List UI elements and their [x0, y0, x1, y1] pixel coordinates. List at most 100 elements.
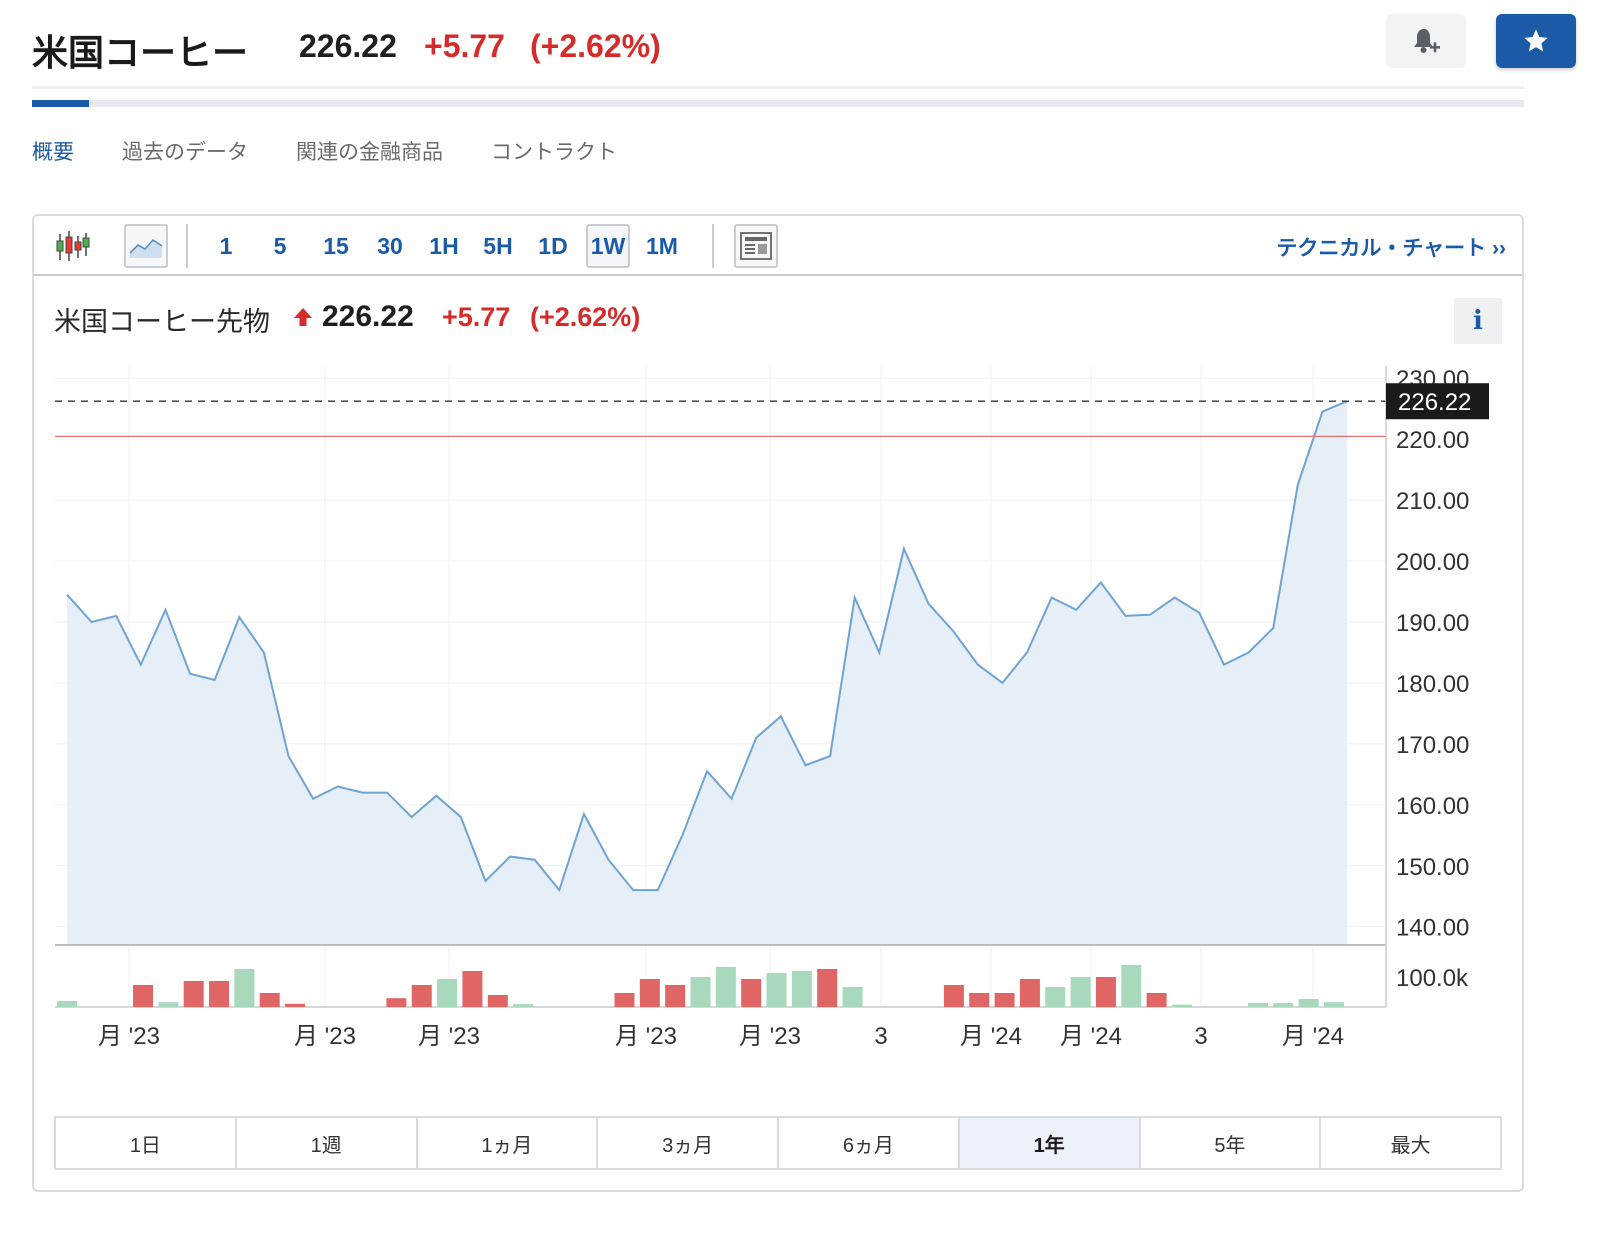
- price-chart[interactable]: Investing.com230.00220.00210.00200.00190…: [34, 216, 1522, 1096]
- x-tick-label: 月 '23: [739, 1023, 801, 1050]
- y-tick-label: 180.00: [1396, 671, 1469, 698]
- interval-5[interactable]: 5: [273, 232, 287, 259]
- volume-bar: [209, 981, 230, 1007]
- range-5y[interactable]: 5年: [1141, 1118, 1322, 1168]
- star-icon: [1524, 29, 1548, 52]
- chart-instrument-name: 米国コーヒー先物: [54, 307, 270, 337]
- technical-chart-link[interactable]: テクニカル・チャート ››: [1276, 237, 1506, 260]
- tab-overview[interactable]: 概要: [32, 141, 74, 164]
- range-6m[interactable]: 6ヵ月: [779, 1118, 960, 1168]
- x-tick-label: 3: [874, 1023, 887, 1050]
- volume-bar: [234, 969, 255, 1007]
- volume-bar: [715, 967, 736, 1007]
- volume-bar: [791, 971, 812, 1007]
- interval-1w[interactable]: 1W: [586, 224, 630, 268]
- add-alert-button[interactable]: [1386, 14, 1466, 68]
- volume-bar: [386, 998, 407, 1007]
- volume-bar: [994, 993, 1015, 1007]
- add-to-watchlist-button[interactable]: [1496, 14, 1576, 68]
- range-1m[interactable]: 1ヵ月: [418, 1118, 599, 1168]
- y-tick-label: 190.00: [1396, 610, 1469, 637]
- bell-plus-icon: [1414, 29, 1440, 53]
- volume-bar: [969, 993, 990, 1007]
- volume-bar: [1095, 977, 1116, 1007]
- volume-bar: [1247, 1003, 1268, 1007]
- volume-bar: [1298, 999, 1319, 1007]
- range-1d[interactable]: 1日: [56, 1118, 237, 1168]
- x-tick-label: 月 '23: [98, 1023, 160, 1050]
- tab-related-instruments[interactable]: 関連の金融商品: [296, 141, 443, 164]
- y-tick-label: 140.00: [1396, 915, 1469, 942]
- time-range-selector: 1日 1週 1ヵ月 3ヵ月 6ヵ月 1年 5年 最大: [54, 1116, 1502, 1170]
- scroll-progress-fill: [32, 100, 89, 107]
- interval-15[interactable]: 15: [323, 232, 349, 259]
- volume-bar: [690, 977, 711, 1007]
- scroll-progress: [32, 100, 1524, 107]
- range-max[interactable]: 最大: [1390, 1134, 1431, 1157]
- x-tick-label: 月 '23: [615, 1023, 677, 1050]
- price-line: [66, 400, 1348, 893]
- interval-1m[interactable]: 1M: [646, 232, 678, 259]
- y-tick-label: 210.00: [1396, 488, 1469, 515]
- interval-5h[interactable]: 5H: [483, 232, 513, 259]
- chart-price-change-percent: (+2.62%): [530, 302, 641, 332]
- tab-contracts[interactable]: コントラクト: [491, 141, 617, 164]
- volume-bar: [437, 979, 458, 1007]
- volume-bar: [285, 1003, 306, 1007]
- section-tabs: 概要 過去のデータ 関連の金融商品 コントラクト: [32, 136, 665, 166]
- instrument-title: 米国コーヒー: [32, 32, 249, 73]
- volume-bar: [1121, 965, 1142, 1007]
- chart-panel: 1 5 15 30 1H 5H 1D 1W 1M テクニカル・チャート ›› 米…: [32, 214, 1524, 1192]
- volume-bar: [513, 1004, 534, 1007]
- chart-toolbar: 1 5 15 30 1H 5H 1D 1W 1M テクニカル・チャート ››: [34, 216, 1522, 276]
- interval-1d[interactable]: 1D: [538, 232, 568, 259]
- volume-bar: [57, 1001, 77, 1007]
- volume-bar: [1146, 993, 1167, 1007]
- volume-bar: [639, 979, 660, 1007]
- y-tick-label: 160.00: [1396, 793, 1469, 820]
- tab-historical-data[interactable]: 過去のデータ: [122, 141, 248, 164]
- volume-bar: [614, 993, 635, 1007]
- y-tick-label: 170.00: [1396, 732, 1469, 759]
- range-3m[interactable]: 3ヵ月: [598, 1118, 779, 1168]
- info-button[interactable]: i: [1454, 298, 1502, 344]
- volume-bar: [1070, 977, 1091, 1007]
- toolbar-separator: [186, 224, 188, 268]
- volume-bar: [462, 971, 483, 1007]
- volume-bar: [1045, 987, 1066, 1007]
- volume-bar: [183, 981, 204, 1007]
- candlestick-icon: [56, 231, 90, 261]
- current-price-badge: [1386, 383, 1489, 420]
- interval-30[interactable]: 30: [377, 232, 403, 259]
- last-price: 226.22: [299, 28, 397, 64]
- current-price-label: 226.22: [1398, 389, 1471, 416]
- volume-bar: [842, 987, 863, 1007]
- x-tick-label: 月 '23: [418, 1023, 480, 1050]
- x-tick-label: 月 '24: [1282, 1023, 1344, 1050]
- news-layout-button[interactable]: [734, 224, 778, 268]
- price-change: +5.77: [424, 28, 505, 64]
- volume-bar: [817, 969, 838, 1007]
- candlestick-chart-button[interactable]: [50, 224, 94, 268]
- x-tick-label: 月 '23: [294, 1023, 356, 1050]
- volume-bar: [158, 1002, 179, 1007]
- volume-bar: [411, 985, 432, 1007]
- volume-bar: [741, 979, 762, 1007]
- price-area: [67, 401, 1347, 945]
- volume-bar: [1324, 1002, 1344, 1007]
- up-arrow-icon: [294, 308, 312, 326]
- range-1y[interactable]: 1年: [959, 1118, 1141, 1168]
- interval-1[interactable]: 1: [219, 232, 233, 259]
- volume-bar: [1171, 1004, 1192, 1007]
- area-chart-button[interactable]: [124, 224, 168, 268]
- volume-bar: [133, 985, 154, 1007]
- interval-1h[interactable]: 1H: [429, 232, 459, 259]
- y-tick-label: 220.00: [1396, 427, 1469, 454]
- volume-bar: [1273, 1003, 1294, 1007]
- range-1w[interactable]: 1週: [237, 1118, 418, 1168]
- volume-bar: [665, 985, 686, 1007]
- volume-bar: [943, 985, 964, 1007]
- volume-axis-label: 100.0k: [1396, 965, 1469, 992]
- header-divider: [32, 86, 1524, 89]
- news-icon: [740, 232, 772, 260]
